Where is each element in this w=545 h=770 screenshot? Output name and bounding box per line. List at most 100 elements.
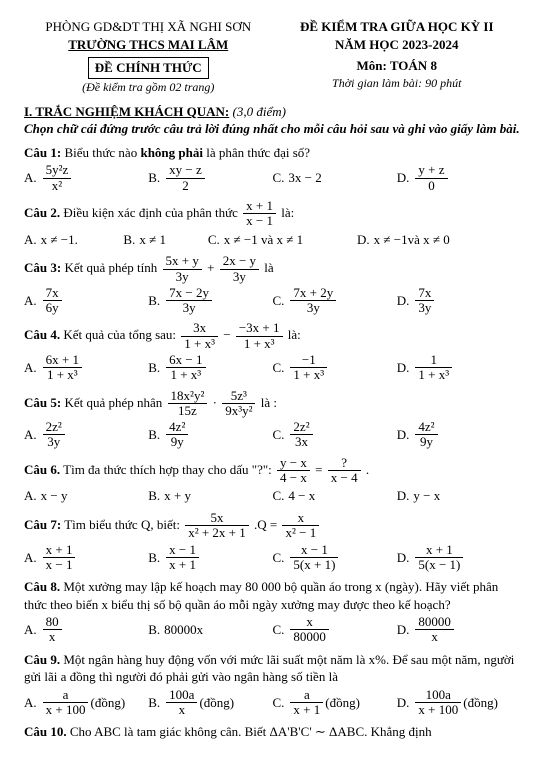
q6-f2-den: x − 4 bbox=[328, 471, 361, 485]
q2-D: x ≠ −1và x ≠ 0 bbox=[374, 231, 450, 249]
q6: Câu 6. Tìm đa thức thích hợp thay cho dấ… bbox=[24, 456, 521, 505]
q3-f2-num: 2x − y bbox=[220, 254, 259, 269]
q3-C-den: 3y bbox=[290, 301, 336, 315]
q4-D-label: D. bbox=[397, 359, 410, 377]
q7-B-label: B. bbox=[148, 549, 160, 567]
q8-D-num: 80000 bbox=[415, 615, 454, 630]
q5-f1-den: 15z bbox=[168, 404, 208, 418]
q3-f1-num: 5x + y bbox=[163, 254, 202, 269]
q3-stem: Kết quả phép tính bbox=[64, 260, 157, 275]
q9-D-num: 100a bbox=[415, 688, 461, 703]
q5-D-den: 9y bbox=[415, 435, 437, 449]
q3-D-label: D. bbox=[397, 292, 410, 310]
q1: Câu 1: Biểu thức nào không phải là phân … bbox=[24, 144, 521, 193]
q9-B-den: x bbox=[166, 703, 197, 717]
q1-B-label: B. bbox=[148, 169, 160, 187]
q3-f2-den: 3y bbox=[220, 270, 259, 284]
q10-label: Câu 10. bbox=[24, 724, 67, 739]
q9-B-unit: (đồng) bbox=[199, 694, 234, 712]
q9-A-unit: (đồng) bbox=[90, 694, 125, 712]
q6-eq: = bbox=[315, 462, 322, 477]
q5-f1-num: 18x²y² bbox=[168, 389, 208, 404]
q2-A-label: A. bbox=[24, 231, 37, 249]
q7-f2-num: x bbox=[282, 511, 319, 526]
exam-title: ĐỀ KIỂM TRA GIỮA HỌC KỲ II bbox=[273, 18, 522, 36]
q9-stem: Một ngân hàng huy động vốn với mức lãi s… bbox=[24, 652, 514, 685]
q8-D-den: x bbox=[415, 630, 454, 644]
q8-A-label: A. bbox=[24, 621, 37, 639]
q4-A-den: 1 + x³ bbox=[43, 368, 82, 382]
q6-C: 4 − x bbox=[288, 487, 315, 505]
q2-B: x ≠ 1 bbox=[139, 231, 166, 249]
q7-A-den: x − 1 bbox=[43, 558, 76, 572]
q2-frac-den: x − 1 bbox=[243, 214, 276, 228]
q9-D-unit: (đồng) bbox=[463, 694, 498, 712]
q5-C-num: 2z² bbox=[290, 420, 312, 435]
q6-B: x + y bbox=[164, 487, 191, 505]
q1-D-label: D. bbox=[397, 169, 410, 187]
q10: Câu 10. Cho ABC là tam giác không cân. B… bbox=[24, 723, 521, 741]
q4-D-num: 1 bbox=[415, 353, 452, 368]
q1-C-label: C. bbox=[273, 169, 285, 187]
q8-C-label: C. bbox=[273, 621, 285, 639]
q6-B-label: B. bbox=[148, 487, 160, 505]
q4-A-num: 6x + 1 bbox=[43, 353, 82, 368]
q6-dot: . bbox=[366, 462, 369, 477]
q7-A-num: x + 1 bbox=[43, 543, 76, 558]
section1-points: (3,0 điểm) bbox=[233, 104, 286, 119]
official-box: ĐỀ CHÍNH THỨC bbox=[88, 57, 209, 79]
q3-label: Câu 3: bbox=[24, 260, 61, 275]
q9-A-den: x + 100 bbox=[43, 703, 89, 717]
q7-f1-den: x² + 2x + 1 bbox=[185, 526, 249, 540]
q7-C-den: 5(x + 1) bbox=[290, 558, 338, 572]
q1-label: Câu 1: bbox=[24, 145, 61, 160]
q2-stem: Điều kiện xác định của phân thức bbox=[63, 205, 238, 220]
q8: Câu 8. Một xưởng may lập kế hoạch may 80… bbox=[24, 578, 521, 645]
q3-C-label: C. bbox=[273, 292, 285, 310]
q5-dot: · bbox=[213, 394, 217, 409]
q7-C-label: C. bbox=[273, 549, 285, 567]
q2-label: Câu 2. bbox=[24, 205, 60, 220]
q5-f2-num: 5z³ bbox=[222, 389, 255, 404]
q7-f1-num: 5x bbox=[185, 511, 249, 526]
q6-stem: Tìm đa thức thích hợp thay cho dấu "?": bbox=[63, 462, 272, 477]
q5-B-label: B. bbox=[148, 426, 160, 444]
q5-C-den: 3x bbox=[290, 435, 312, 449]
q1-C: 3x − 2 bbox=[288, 169, 321, 187]
q10-stem: Cho ABC là tam giác không cân. Biết ΔA'B… bbox=[70, 724, 432, 739]
q7-D-den: 5(x − 1) bbox=[415, 558, 463, 572]
pages-note: (Đề kiểm tra gồm 02 trang) bbox=[24, 79, 273, 95]
q1-stem-bold: không phải bbox=[140, 145, 203, 160]
q3-B-label: B. bbox=[148, 292, 160, 310]
q4-C-num: −1 bbox=[290, 353, 327, 368]
q8-B: 80000x bbox=[164, 621, 203, 639]
q4-stem-end: là: bbox=[288, 327, 301, 342]
q7-A-label: A. bbox=[24, 549, 37, 567]
q7-D-num: x + 1 bbox=[415, 543, 463, 558]
q4-minus: − bbox=[223, 327, 230, 342]
q3-B-num: 7x − 2y bbox=[166, 286, 212, 301]
q6-A: x − y bbox=[41, 487, 68, 505]
q2-C-label: C. bbox=[208, 231, 220, 249]
subject: Môn: TOÁN 8 bbox=[273, 57, 522, 75]
q5-A-label: A. bbox=[24, 426, 37, 444]
q6-D: y − x bbox=[413, 487, 440, 505]
q3-B-den: 3y bbox=[166, 301, 212, 315]
q3-D-den: 3y bbox=[415, 301, 434, 315]
q7-D-label: D. bbox=[397, 549, 410, 567]
q4-B-num: 6x − 1 bbox=[166, 353, 205, 368]
q9-C-num: a bbox=[290, 688, 323, 703]
q4-f2-den: 1 + x³ bbox=[236, 337, 283, 351]
q2-B-label: B. bbox=[123, 231, 135, 249]
q7-B-den: x + 1 bbox=[166, 558, 199, 572]
q4-C-den: 1 + x³ bbox=[290, 368, 327, 382]
q9-C-label: C. bbox=[273, 694, 285, 712]
q5-C-label: C. bbox=[273, 426, 285, 444]
q6-A-label: A. bbox=[24, 487, 37, 505]
q7-C-num: x − 1 bbox=[290, 543, 338, 558]
q4-B-den: 1 + x³ bbox=[166, 368, 205, 382]
q9-A-num: a bbox=[43, 688, 89, 703]
q9-C-den: x + 1 bbox=[290, 703, 323, 717]
q3-A-num: 7x bbox=[43, 286, 62, 301]
q1-stem-post: là phân thức đại số? bbox=[203, 145, 310, 160]
